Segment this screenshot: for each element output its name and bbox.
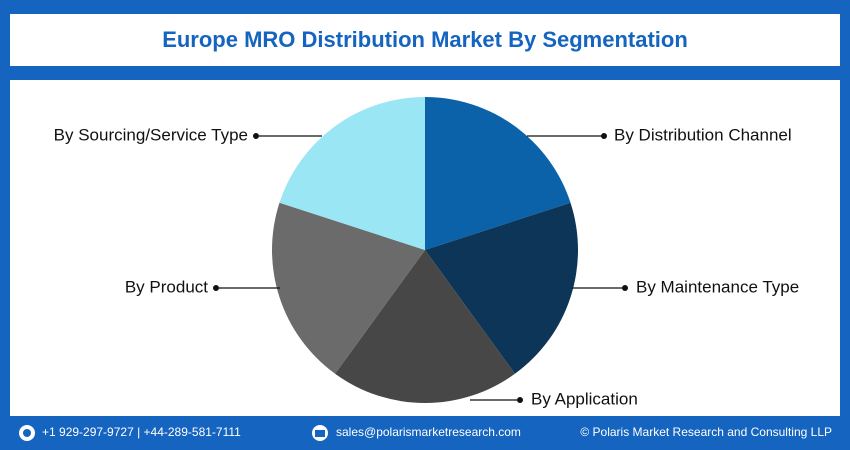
segment-label: By Sourcing/Service Type bbox=[54, 125, 248, 144]
phone-icon bbox=[19, 425, 35, 441]
segment-label: By Maintenance Type bbox=[636, 277, 799, 296]
leader-dot bbox=[213, 285, 219, 291]
leader-dot bbox=[622, 285, 628, 291]
pie-slice bbox=[425, 97, 571, 250]
segment-label: By Distribution Channel bbox=[614, 125, 792, 144]
pie-slice bbox=[425, 202, 578, 374]
email-icon bbox=[312, 425, 328, 441]
copyright: © Polaris Market Research and Consulting… bbox=[580, 425, 832, 439]
leader-dot bbox=[517, 397, 523, 403]
email: sales@polarismarketresearch.com bbox=[336, 425, 521, 439]
pie-slice bbox=[272, 202, 425, 374]
pie-slice bbox=[335, 250, 515, 404]
segment-label: By Application bbox=[531, 389, 638, 408]
chart-title: Europe MRO Distribution Market By Segmen… bbox=[162, 27, 688, 52]
phone: +1 929-297-9727 | +44-289-581-7111 bbox=[42, 425, 241, 439]
pie-slice bbox=[279, 97, 425, 250]
segment-label: By Product bbox=[125, 277, 208, 296]
leader-dot bbox=[253, 133, 259, 139]
leader-dot bbox=[601, 133, 607, 139]
title-box bbox=[10, 14, 840, 66]
